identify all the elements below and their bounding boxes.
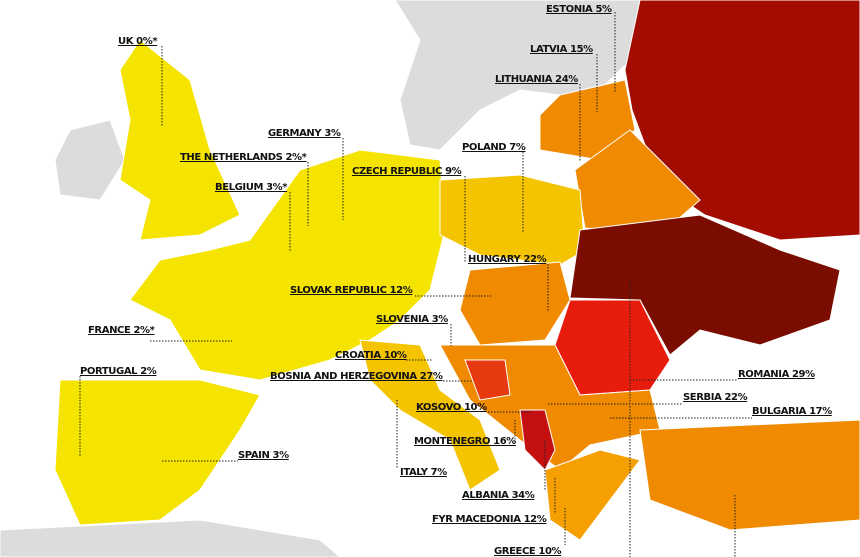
north-africa xyxy=(0,519,341,557)
country-label: ALBANIA 34% xyxy=(462,490,535,501)
uk xyxy=(119,39,241,241)
country-label: PORTUGAL 2% xyxy=(80,366,157,377)
country-label: BOSNIA AND HERZEGOVINA 27% xyxy=(270,371,443,382)
country-label: LITHUANIA 24% xyxy=(495,74,578,85)
country-label: GREECE 10% xyxy=(494,546,562,557)
country-label: ESTONIA 5% xyxy=(546,4,612,15)
russia xyxy=(624,0,860,241)
country-label: SPAIN 3% xyxy=(238,450,289,461)
country-label: CROATIA 10% xyxy=(335,350,407,361)
country-label: ITALY 7% xyxy=(400,467,447,478)
albania xyxy=(519,409,556,471)
iberia xyxy=(54,379,261,526)
country-label: SLOVAK REPUBLIC 12% xyxy=(290,285,413,296)
country-label: FRANCE 2%* xyxy=(88,325,156,336)
italy xyxy=(359,339,501,491)
country-label: GERMANY 3% xyxy=(268,128,341,139)
turkey xyxy=(639,419,860,531)
leader-lines xyxy=(79,12,752,557)
country-label: THE NETHERLANDS 2%* xyxy=(180,152,308,163)
country-label: BELGIUM 3%* xyxy=(215,182,288,193)
country-label: HUNGARY 22% xyxy=(468,254,547,265)
country-label: LATVIA 15% xyxy=(530,44,593,55)
country-label: KOSOVO 10% xyxy=(416,402,487,413)
ireland xyxy=(54,119,126,201)
country-label: UK 0%* xyxy=(118,36,158,47)
country-label: POLAND 7% xyxy=(462,142,526,153)
country-label: FYR MACEDONIA 12% xyxy=(432,514,547,525)
country-label: ROMANIA 29% xyxy=(738,369,815,380)
western-europe xyxy=(129,149,446,381)
country-label: SERBIA 22% xyxy=(683,392,748,403)
country-label: MONTENEGRO 16% xyxy=(414,436,516,447)
poland-czech xyxy=(439,174,586,266)
hungary-slovakia xyxy=(459,261,571,346)
labels: ESTONIA 5% LATVIA 15% LITHUANIA 24% POLA… xyxy=(80,4,833,557)
ukraine xyxy=(569,214,841,356)
greece xyxy=(544,449,641,541)
country-label: CZECH REPUBLIC 9% xyxy=(352,166,462,177)
country-label: BULGARIA 17% xyxy=(752,406,832,417)
country-label: SLOVENIA 3% xyxy=(376,314,448,325)
bosnia xyxy=(464,359,511,401)
